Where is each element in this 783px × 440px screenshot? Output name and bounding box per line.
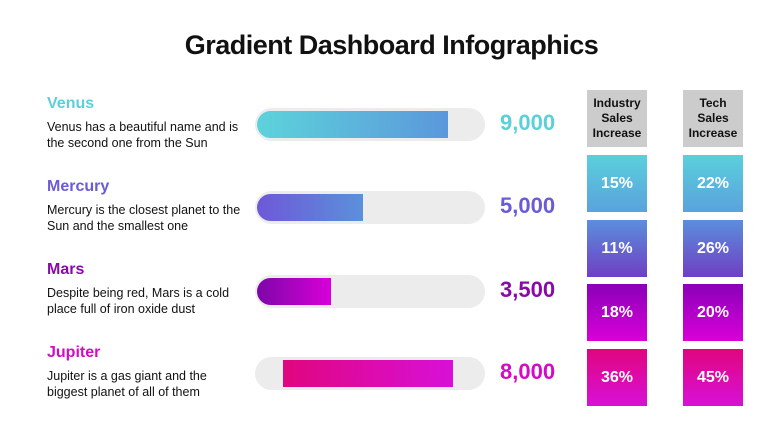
page-title: Gradient Dashboard Infographics <box>184 30 599 60</box>
planet-item: Venus Venus has a beautiful name and is … <box>47 95 247 151</box>
percent-box: 11% <box>587 220 647 277</box>
bar-track <box>255 108 485 141</box>
percent-box: 36% <box>587 349 647 406</box>
bar-track <box>255 275 485 308</box>
percent-box: 15% <box>587 155 647 212</box>
bar-fill <box>283 360 453 387</box>
planet-name: Jupiter <box>47 344 101 361</box>
bar-value-label: 9,000 <box>500 110 556 135</box>
bar-track <box>255 357 485 390</box>
bar-fill <box>257 111 448 138</box>
bar-value-label: 8,000 <box>500 359 556 384</box>
planet-name: Mars <box>47 261 85 278</box>
bar-fill <box>257 194 363 221</box>
column-header-tech: Tech Sales Increase <box>683 90 743 147</box>
bar-value-label: 3,500 <box>500 277 556 302</box>
bar-fill <box>257 278 332 305</box>
planet-description: Despite being red, Mars is a cold place … <box>47 286 230 316</box>
percent-box: 26% <box>683 220 743 277</box>
column-header-industry: Industry Sales Increase <box>587 90 647 147</box>
bar-track <box>255 191 485 224</box>
planet-name: Mercury <box>47 178 110 195</box>
planet-item: Mars Despite being red, Mars is a cold p… <box>47 261 247 317</box>
percent-box: 45% <box>683 349 743 406</box>
planet-description: Jupiter is a gas giant and the biggest p… <box>47 369 207 399</box>
planet-name: Venus <box>47 95 95 112</box>
planet-item: Mercury Mercury is the closest planet to… <box>47 178 247 234</box>
percent-box: 18% <box>587 284 647 341</box>
planet-item: Jupiter Jupiter is a gas giant and the b… <box>47 344 247 400</box>
percent-box: 20% <box>683 284 743 341</box>
bar-value-label: 5,000 <box>500 193 556 218</box>
percent-box: 22% <box>683 155 743 212</box>
planet-description: Venus has a beautiful name and is the se… <box>47 120 239 150</box>
planet-description: Mercury is the closest planet to the Sun… <box>47 203 241 233</box>
